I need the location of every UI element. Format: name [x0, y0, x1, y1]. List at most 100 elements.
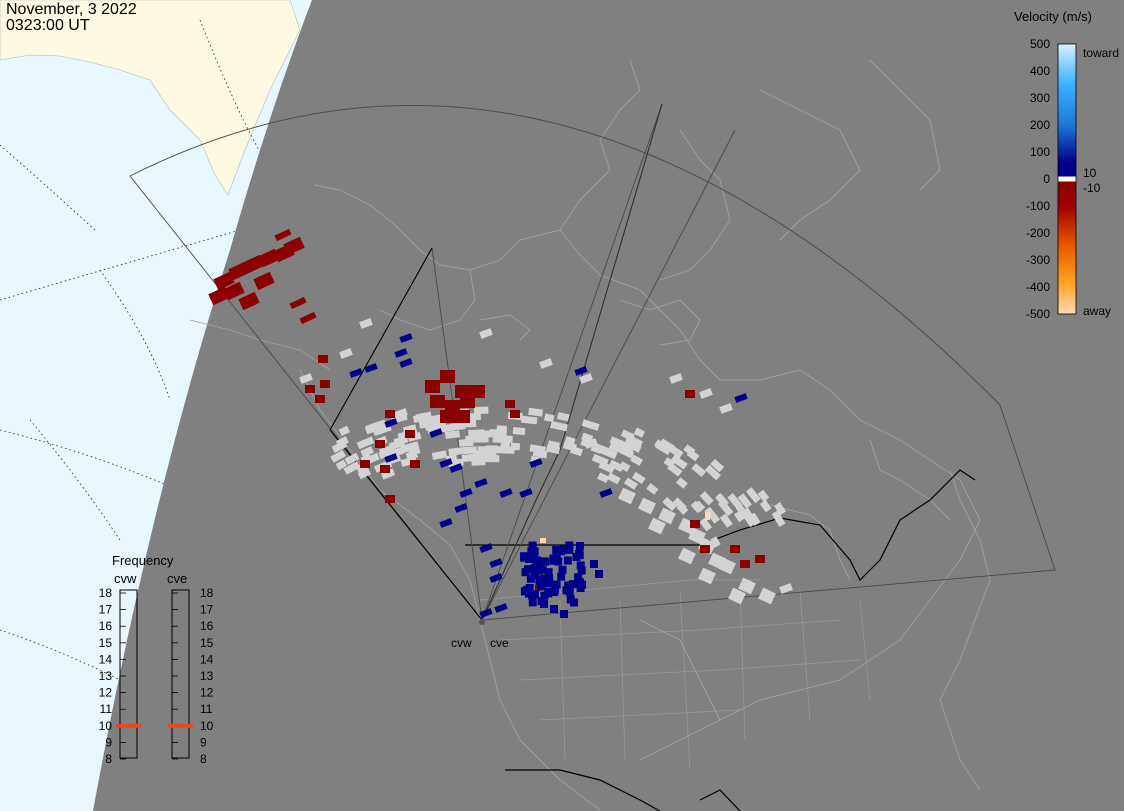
velocity-cell — [360, 446, 374, 458]
velocity-cell — [545, 444, 561, 455]
velocity-cell — [688, 527, 706, 545]
frequency-scale-label: 18 — [99, 586, 113, 600]
velocity-cell — [539, 557, 548, 566]
velocity-cell — [738, 577, 756, 595]
legend-tick-label: -100 — [1026, 199, 1050, 213]
velocity-cell — [669, 373, 683, 384]
velocity-cell — [727, 492, 743, 510]
velocity-cell — [540, 600, 548, 608]
velocity-cell — [528, 541, 537, 550]
velocity-cell — [558, 565, 567, 574]
velocity-cell — [699, 388, 713, 399]
velocity-cell — [529, 458, 543, 468]
velocity-cell — [708, 552, 726, 570]
velocity-cell — [287, 241, 305, 255]
velocity-cell — [710, 536, 721, 548]
velocity-cell — [565, 541, 574, 550]
velocity-cell — [445, 400, 460, 413]
alaska-land — [0, 0, 301, 196]
velocity-cell — [705, 512, 710, 520]
velocity-cell — [338, 425, 350, 436]
velocity-cell — [253, 271, 275, 291]
velocity-cell — [539, 358, 553, 369]
velocity-cell — [493, 435, 507, 443]
velocity-cell — [530, 563, 539, 572]
velocity-cell — [466, 412, 481, 421]
velocity-cell — [529, 444, 546, 454]
velocity-cell — [569, 598, 578, 607]
velocity-cell — [562, 586, 571, 595]
frequency-scale-label: 12 — [200, 686, 214, 700]
velocity-cell — [574, 366, 588, 376]
velocity-cell — [479, 543, 493, 553]
velocity-cell — [704, 464, 722, 481]
frequency-scale-label: 10 — [99, 719, 113, 733]
velocity-cell — [299, 311, 317, 325]
velocity-cell — [734, 393, 748, 403]
velocity-cell — [576, 584, 585, 593]
radar-site-marker — [479, 619, 485, 625]
velocity-cell — [528, 598, 537, 607]
velocity-cell — [534, 562, 543, 571]
velocity-cell — [535, 566, 544, 575]
velocity-cell — [597, 472, 610, 484]
velocity-cell — [330, 449, 346, 463]
velocity-cell — [631, 471, 646, 485]
velocity-cell — [510, 410, 520, 418]
velocity-cell — [405, 430, 415, 438]
velocity-cell — [364, 363, 378, 373]
velocity-cell — [463, 438, 474, 447]
frequency-scale-label: 18 — [200, 586, 214, 600]
velocity-cell — [449, 463, 463, 473]
velocity-cell — [368, 419, 387, 432]
velocity-cell — [357, 467, 372, 480]
velocity-cell — [690, 500, 703, 514]
velocity-cell — [532, 556, 541, 565]
velocity-cell — [440, 370, 455, 383]
frequency-panel-label-cve: cve — [167, 571, 187, 586]
velocity-cell — [299, 373, 313, 384]
velocity-cell — [537, 582, 546, 591]
velocity-cell — [599, 446, 618, 460]
velocity-cell — [710, 458, 725, 473]
velocity-cell — [619, 461, 631, 472]
velocity-cell — [356, 436, 375, 450]
frequency-scale-label: 10 — [200, 719, 214, 733]
velocity-cell — [459, 488, 473, 498]
frequency-marker-cve — [168, 723, 193, 728]
velocity-cell — [520, 553, 529, 562]
velocity-cell — [449, 422, 466, 431]
legend-mid-positive: 10 — [1083, 166, 1097, 180]
frequency-scale-label: 8 — [200, 752, 207, 766]
legend-tick-label: 200 — [1030, 118, 1050, 132]
velocity-cell — [448, 447, 465, 456]
velocity-cell — [384, 418, 398, 428]
legend-tick-label: 400 — [1030, 64, 1050, 78]
coastlines — [189, 59, 991, 811]
velocity-cell — [576, 561, 585, 570]
velocity-cell — [698, 567, 716, 585]
velocity-cell — [568, 580, 577, 589]
velocity-cell — [339, 348, 353, 359]
velocity-cell — [519, 488, 533, 498]
velocity-cell — [454, 503, 468, 513]
frequency-scale-label: 17 — [200, 603, 214, 617]
velocity-cell — [545, 577, 554, 586]
velocity-cell — [560, 610, 568, 618]
velocity-cell — [496, 425, 507, 433]
velocity-cell — [460, 395, 475, 408]
legend-tick-label: -400 — [1026, 280, 1050, 294]
velocity-cell — [485, 445, 498, 453]
velocity-cell — [658, 507, 676, 525]
frequency-scale-label: 9 — [105, 735, 112, 749]
velocity-cell — [758, 587, 776, 605]
velocity-cell — [557, 412, 570, 422]
velocity-cell — [562, 441, 577, 452]
velocity-cell — [439, 518, 453, 528]
velocity-cell — [318, 355, 328, 363]
velocity-cell — [552, 554, 561, 563]
velocity-cell — [243, 254, 265, 274]
velocity-cell — [530, 547, 539, 556]
frequency-scale-label: 15 — [200, 636, 214, 650]
velocity-cell — [577, 566, 586, 575]
